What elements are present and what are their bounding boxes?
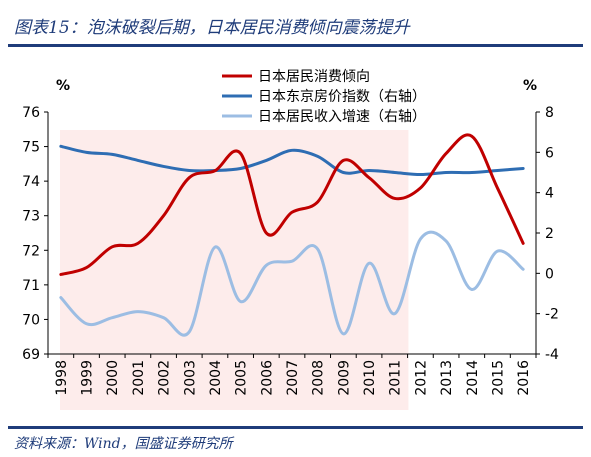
series-lines-layer bbox=[59, 133, 525, 337]
right-tick-label: 6 bbox=[545, 145, 554, 161]
legend-label-3: 日本居民收入增速（右轴） bbox=[258, 109, 426, 125]
left-tick-label: 74 bbox=[22, 174, 40, 190]
x-tick-label: 2011 bbox=[388, 360, 404, 396]
figure-title: 图表15：泡沫破裂后期，日本居民消费倾向震荡提升 bbox=[14, 18, 410, 38]
x-tick-label: 2008 bbox=[311, 360, 327, 396]
x-tick-label: 2006 bbox=[259, 360, 275, 396]
left-tick-label: 73 bbox=[22, 209, 40, 225]
left-tick-label: 72 bbox=[22, 243, 40, 259]
x-tick-label: 2004 bbox=[208, 360, 224, 396]
x-tick-label: 1999 bbox=[80, 360, 96, 396]
x-tick-label: 2009 bbox=[336, 360, 352, 396]
left-axis-unit: % bbox=[56, 78, 70, 94]
shaded-period bbox=[60, 130, 409, 410]
x-tick-label: 2000 bbox=[105, 360, 121, 396]
source-rule bbox=[8, 426, 583, 429]
source-note: 资料来源：Wind，国盛证券研究所 bbox=[14, 436, 233, 452]
x-tick-label: 2005 bbox=[234, 360, 250, 396]
x-tick-label: 2002 bbox=[157, 360, 173, 396]
x-tick-label: 1998 bbox=[54, 360, 70, 396]
x-tick-label: 2007 bbox=[285, 360, 301, 396]
left-tick-label: 76 bbox=[22, 105, 40, 121]
left-tick-label: 75 bbox=[22, 140, 40, 156]
right-tick-label: 4 bbox=[545, 186, 554, 202]
x-tick-label: 2013 bbox=[439, 360, 455, 396]
right-tick-label: 8 bbox=[545, 105, 554, 121]
left-tick-label: 71 bbox=[22, 278, 40, 294]
x-tick-label: 2014 bbox=[465, 360, 481, 396]
series-line-2 bbox=[59, 144, 525, 177]
left-tick-label: 69 bbox=[22, 347, 40, 363]
right-axis-unit: % bbox=[523, 78, 537, 94]
right-tick-label: 0 bbox=[545, 266, 554, 282]
x-tick-label: 2012 bbox=[413, 360, 429, 396]
left-tick-label: 70 bbox=[22, 312, 40, 328]
x-tick-label: 2010 bbox=[362, 360, 378, 396]
series-line-3 bbox=[59, 230, 525, 337]
x-tick-label: 2016 bbox=[516, 360, 532, 396]
x-tick-label: 2003 bbox=[182, 360, 198, 396]
axes-layer: 69 70 71 72 73 74 75 76 -4 -2 0 2 4 6 8% % 1998 1999 2000 2… bbox=[22, 78, 559, 396]
right-tick-label: -2 bbox=[545, 307, 559, 323]
shaded-period-layer bbox=[60, 130, 409, 410]
legend-label-1: 日本居民消费倾向 bbox=[258, 69, 370, 85]
right-tick-label: 2 bbox=[545, 226, 554, 242]
legend-label-2: 日本东京房价指数（右轴） bbox=[258, 89, 426, 105]
x-tick-label: 2015 bbox=[490, 360, 506, 396]
x-tick-label: 2001 bbox=[131, 360, 147, 396]
series-line-1 bbox=[59, 133, 525, 276]
right-tick-label: -4 bbox=[545, 347, 559, 363]
title-rule bbox=[8, 44, 583, 47]
